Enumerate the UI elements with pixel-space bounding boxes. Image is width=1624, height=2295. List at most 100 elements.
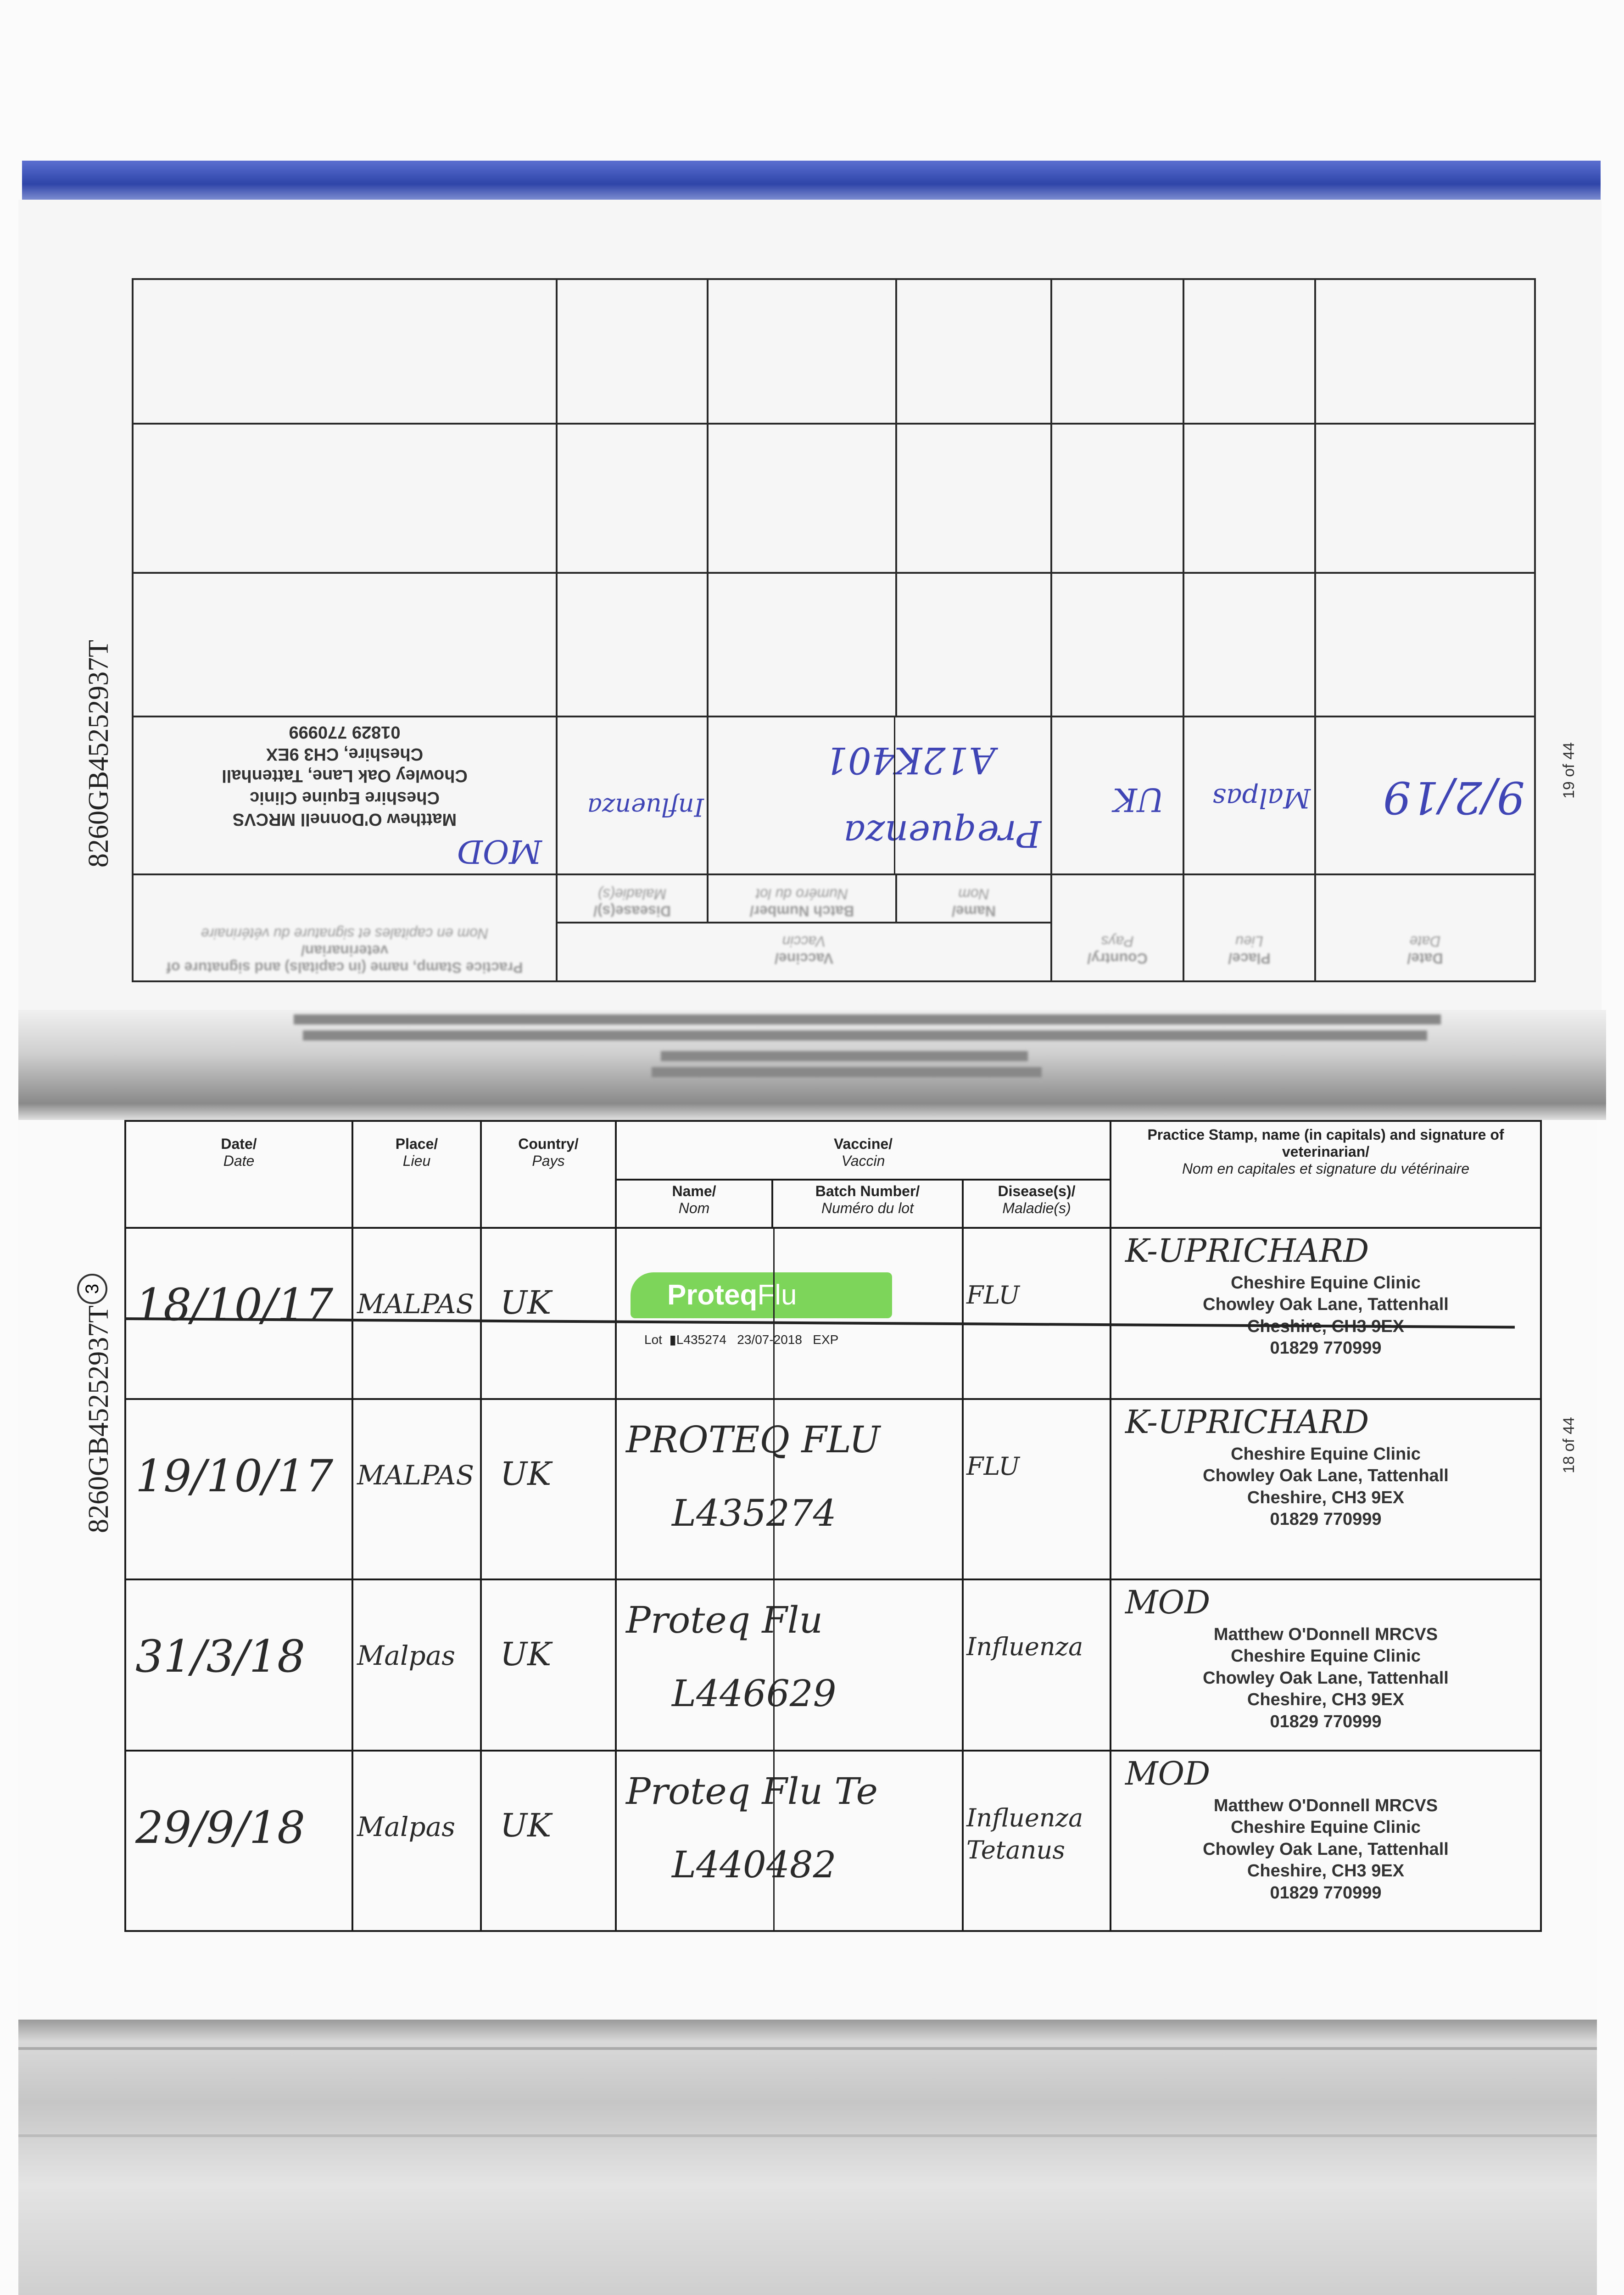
col-date-header: Date/Date [1315,874,1535,981]
table-row: 18/10/17 MALPAS UK ProteqFlu Lot ▮L43527… [124,1227,1542,1400]
vaccination-table-page-19: Date/Date Place/Lieu Country/Pays Vaccin… [132,278,1536,982]
col-place-header: Place/Lieu [352,1120,482,1229]
disease-cell: Influenza [962,1579,1111,1752]
date-value: 9/2/19 [1383,772,1525,823]
sticker-lot-line: Lot ▮L435274 23/07-2018 EXP [644,1332,839,1347]
table-row: 9/2/19 Malpas UK Prequenza A12K401 Influ… [133,716,1535,874]
practice-stamp: Matthew O'Donnell MRCVS Cheshire Equine C… [222,722,468,829]
col-batch-header: Batch Number/Numéro du lot [708,874,896,923]
col-stamp-header: Practice Stamp, name (in capitals) and s… [133,874,557,981]
disease-value: Influenza [587,793,704,822]
batch-number: L435274 [672,1492,837,1534]
col-date-header: Date/Date [124,1120,353,1229]
vaccine-cell: Prequenza A12K401 [708,716,1051,874]
batch-number: L440482 [672,1843,837,1886]
col-batch-header: Batch Number/Numéro du lot [771,1179,964,1229]
col-disease-header: Disease(s)/Maladie(s) [962,1179,1111,1229]
col-name-header: Name/Nom [615,1179,773,1229]
disease-cell: FLU [962,1227,1111,1400]
passport-id-bottom: 8260GB45252937T [83,1305,114,1533]
disease-value: Influenza [966,1632,1083,1661]
place-value: MALPAS [357,1288,474,1320]
batch-number: L446629 [672,1672,837,1715]
stamp-cell: K-UPRICHARD Cheshire Equine Clinic Chowle… [1110,1398,1542,1580]
vaccine-cell: Proteq Flu Te L440482 [615,1750,964,1932]
stamp-cell: MOD Matthew O'Donnell MRCVS Cheshire Equi… [1110,1750,1542,1932]
name-batch-divider [773,1230,775,1397]
passport-id-top: 8260GB45252937T [83,640,114,868]
country-value: UK [1113,781,1164,818]
batch-number: A12K401 [824,739,995,782]
place-value: Malpas [357,1811,455,1842]
scanner-edge [18,2020,1597,2295]
country-cell: UK [480,1579,617,1752]
date-cell: 19/10/17 [124,1398,353,1580]
date-cell: 31/3/18 [124,1579,353,1752]
header-row: Date/Date Place/Lieu Country/Pays Vaccin… [133,874,1535,981]
disease-value: Influenza Tetanus [966,1803,1083,1865]
disease-cell: Influenza Tetanus [962,1750,1111,1932]
stamp-cell: K-UPRICHARD Cheshire Equine Clinic Chowle… [1110,1227,1542,1400]
country-value: UK [500,1807,552,1844]
date-cell: 29/9/18 [124,1750,353,1932]
empty-row [133,279,1535,424]
col-country-header: Country/Pays [480,1120,617,1229]
name-batch-divider [773,1752,775,1929]
place-cell: MALPAS [352,1398,482,1580]
col-place-header: Place/Lieu [1183,874,1315,981]
vet-signature: K-UPRICHARD [1125,1232,1369,1270]
date-value: 19/10/17 [135,1450,334,1502]
place-cell: Malpas [352,1750,482,1932]
subheader-row: Name/Nom Batch Number/Numéro du lot Dise… [125,1179,1541,1229]
disease-cell: FLU [962,1398,1111,1580]
stamp-cell: MOD Matthew O'Donnell MRCVS Cheshire Equi… [133,716,557,874]
place-cell: Malpas [1183,716,1315,874]
vaccine-cell: Proteq Flu L446629 [615,1579,964,1752]
page-gutter [18,1010,1606,1120]
vaccine-cell: PROTEQ FLU L435274 [615,1398,964,1580]
date-cell: 18/10/17 [124,1227,353,1400]
disease-value: FLU [966,1452,1020,1481]
stamp-cell: MOD Matthew O'Donnell MRCVS Cheshire Equi… [1110,1579,1542,1752]
vaccine-cell: ProteqFlu Lot ▮L435274 23/07-2018 EXP [615,1227,964,1400]
table-row: 19/10/17 MALPAS UK PROTEQ FLU L435274 FL… [124,1398,1542,1580]
col-vaccine-header: Vaccine/Vaccin [615,1120,1111,1181]
name-batch-divider [773,1581,775,1749]
vaccination-table-page-18: Date/Date Place/Lieu Country/Pays Vaccin… [124,1120,1542,1932]
vaccine-name: Prequenza [843,812,1041,855]
practice-stamp: Matthew O'Donnell MRCVS Cheshire Equine C… [1203,1624,1449,1731]
name-batch-divider [894,717,895,873]
vaccine-name: Proteq Flu Te [626,1770,878,1813]
passport-binding-band [22,161,1601,200]
col-vaccine-header: Vaccine/Vaccin [557,923,1051,981]
vet-signature: MOD [457,833,542,870]
date-value: 29/9/18 [135,1802,306,1853]
proteqflu-sticker: ProteqFlu [631,1272,892,1318]
table-row: 29/9/18 Malpas UK Proteq Flu Te L440482 … [124,1750,1542,1932]
col-stamp-header: Practice Stamp, name (in capitals) and s… [1110,1120,1542,1229]
vaccine-name: Proteq Flu [626,1599,823,1641]
country-value: UK [500,1635,552,1673]
country-cell: UK [480,1227,617,1400]
circled-mark: 3 [77,1274,107,1304]
practice-stamp: Cheshire Equine Clinic Chowley Oak Lane, … [1203,1444,1449,1529]
empty-row [133,424,1535,573]
date-value: 31/3/18 [135,1631,306,1682]
page-19-sheet [18,200,1602,1026]
country-cell: UK [480,1750,617,1932]
col-name-header: Name/Nom [896,874,1051,923]
col-country-header: Country/Pays [1051,874,1183,981]
country-cell: UK [480,1398,617,1580]
disease-cell: Influenza [557,716,708,874]
country-value: UK [500,1284,552,1321]
header-row: Date/Date Place/Lieu Country/Pays Vaccin… [124,1120,1542,1229]
name-batch-divider [773,1401,775,1578]
col-disease-header: Disease(s)/Maladie(s) [557,874,708,923]
place-cell: Malpas [352,1579,482,1752]
place-value: Malpas [357,1640,455,1671]
vet-signature: MOD [1125,1584,1211,1621]
place-cell: MALPAS [352,1227,482,1400]
place-value: MALPAS [357,1460,474,1491]
page-number-bottom: 18 of 44 [1560,1417,1578,1473]
practice-stamp: Matthew O'Donnell MRCVS Cheshire Equine C… [1203,1796,1449,1903]
